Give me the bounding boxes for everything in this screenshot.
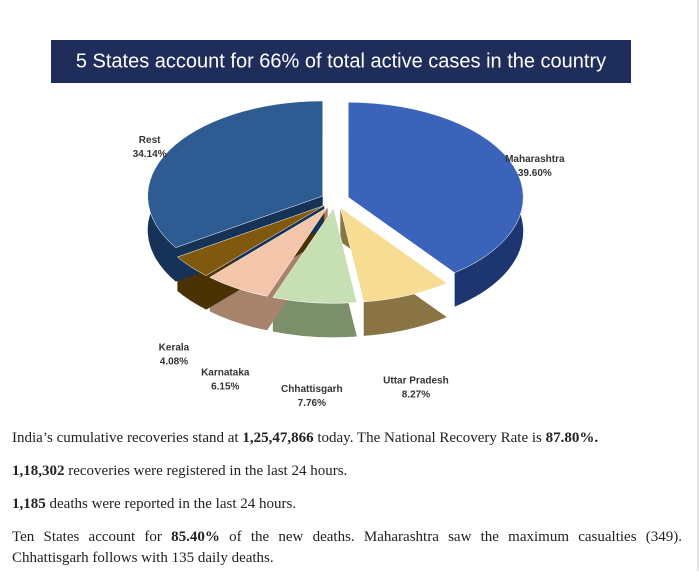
paragraph: Ten States account for 85.40% of the new… bbox=[12, 527, 682, 569]
slice bbox=[209, 206, 328, 297]
text-body: India’s cumulative recoveries stand at 1… bbox=[12, 428, 682, 581]
title-banner bbox=[51, 40, 631, 83]
slice bbox=[272, 207, 358, 304]
slice-label: Chhattisgarh bbox=[281, 384, 343, 395]
slice-value-label: 34.14% bbox=[133, 149, 167, 160]
slice-label: Uttar Pradesh bbox=[383, 376, 449, 387]
slice bbox=[339, 207, 448, 303]
paragraph: 1,18,302 recoveries were registered in t… bbox=[12, 461, 682, 482]
bold-text: 1,18,302 bbox=[12, 463, 65, 479]
slice-value-label: 39.60% bbox=[518, 168, 552, 179]
text: India’s cumulative recoveries stand at bbox=[12, 430, 243, 446]
slice bbox=[348, 102, 524, 274]
text: recoveries were registered in the last 2… bbox=[64, 463, 348, 479]
bold-text: 87.80%. bbox=[545, 430, 599, 446]
text: Ten States account for bbox=[12, 529, 172, 545]
text: deaths were reported in the last 24 hour… bbox=[45, 496, 297, 512]
slice-side bbox=[209, 207, 328, 331]
slice-label: Kerala bbox=[159, 343, 190, 354]
slice bbox=[176, 205, 325, 276]
text: of the new deaths. Maharashtra saw the m… bbox=[12, 529, 683, 566]
slice-value-label: 6.15% bbox=[211, 381, 239, 392]
slice-value-label: 4.08% bbox=[160, 357, 188, 368]
slice-label: Rest bbox=[139, 135, 161, 146]
bold-text: 85.40% bbox=[171, 529, 220, 545]
slice-value-label: 8.27% bbox=[402, 390, 430, 401]
slice-label: Maharashtra bbox=[505, 154, 565, 165]
slice-label: Karnataka bbox=[201, 367, 250, 378]
paragraph: 1,185 deaths were reported in the last 2… bbox=[12, 494, 682, 515]
bold-text: 1,25,47,866 bbox=[242, 430, 314, 446]
chart-title: 5 States account for 66% of total active… bbox=[76, 50, 606, 72]
bold-text: 1,185 bbox=[12, 496, 46, 512]
slice bbox=[147, 100, 323, 248]
chart: 5 States account for 66% of total active… bbox=[51, 40, 631, 409]
slice-value-label: 7.76% bbox=[298, 398, 326, 409]
paragraph: India’s cumulative recoveries stand at 1… bbox=[12, 428, 682, 449]
text: today. The National Recovery Rate is bbox=[313, 430, 546, 446]
